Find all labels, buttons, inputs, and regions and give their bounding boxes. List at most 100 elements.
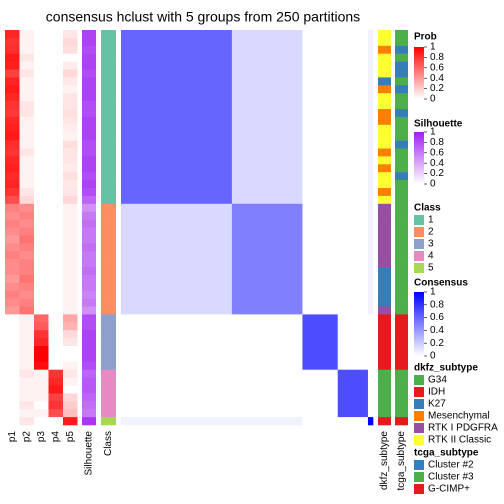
prob-cell — [63, 298, 78, 307]
consensus-block — [121, 30, 233, 205]
prob-cell — [34, 101, 49, 110]
prob-cell — [63, 148, 78, 157]
prob-cell — [5, 140, 20, 149]
class-cell — [101, 346, 116, 355]
prob-cell — [34, 203, 49, 212]
prob-cell — [48, 361, 63, 370]
dkfz-cell — [378, 219, 391, 228]
prob-cell — [48, 45, 63, 54]
prob-cell — [48, 377, 63, 386]
class-cell — [101, 298, 116, 307]
class-cell — [101, 361, 116, 370]
legend-tick-label: 1 — [430, 127, 436, 138]
prob-cell — [63, 314, 78, 323]
tcga-cell — [395, 227, 408, 236]
prob-cell — [34, 306, 49, 315]
prob-cell — [19, 124, 34, 133]
legend-gradient — [414, 132, 424, 184]
silhouette-cell — [82, 290, 96, 299]
prob-cell — [5, 267, 20, 276]
legend-swatch — [414, 215, 424, 225]
prob-cell — [19, 243, 34, 252]
prob-cell — [5, 393, 20, 402]
tcga-cell — [395, 393, 408, 402]
consensus-block — [367, 417, 374, 426]
prob-cell — [34, 235, 49, 244]
consensus-block — [337, 30, 369, 205]
tcga-cell — [395, 298, 408, 307]
dkfz-cell — [378, 132, 391, 141]
class-cell — [101, 353, 116, 363]
class-cell — [101, 69, 116, 78]
prob-cell — [48, 195, 63, 205]
prob-cell — [19, 298, 34, 307]
legend-label: K27 — [428, 399, 446, 410]
prob-cell — [34, 180, 49, 189]
prob-cell — [34, 227, 49, 236]
consensus-block — [367, 203, 374, 315]
prob-cell — [63, 227, 78, 236]
class-cell — [101, 148, 116, 157]
dkfz-cell — [378, 101, 391, 110]
tcga-cell — [395, 156, 408, 165]
prob-cell — [48, 274, 63, 284]
legend-title: Class — [414, 203, 441, 214]
silhouette-cell — [82, 322, 96, 331]
dkfz-cell — [378, 346, 391, 355]
prob-cell — [19, 203, 34, 212]
prob-cell — [63, 116, 78, 126]
prob-cell — [34, 148, 49, 157]
class-cell — [101, 369, 116, 378]
legend-label: 2 — [428, 227, 434, 238]
dkfz-cell — [378, 30, 391, 39]
legend-title: tcga_subtype — [414, 448, 479, 459]
legend-tick-label: 0.6 — [430, 62, 444, 73]
prob-cell — [63, 338, 78, 347]
consensus-block — [231, 369, 303, 418]
column-label: p1 — [7, 431, 18, 443]
legend-tick-label: 0.2 — [430, 168, 444, 179]
consensus-block — [121, 417, 233, 426]
class-cell — [101, 53, 116, 62]
silhouette-cell — [82, 306, 96, 315]
prob-cell — [48, 140, 63, 149]
prob-cell — [5, 353, 20, 363]
class-cell — [101, 409, 116, 418]
class-cell — [101, 30, 116, 39]
legend-swatch — [414, 423, 424, 433]
class-cell — [101, 211, 116, 220]
silhouette-cell — [82, 330, 96, 339]
prob-cell — [5, 124, 20, 133]
dkfz-cell — [378, 409, 391, 418]
dkfz-cell — [378, 298, 391, 307]
dkfz-cell — [378, 195, 391, 205]
prob-cell — [34, 132, 49, 141]
legend-tick-label: 0.2 — [430, 83, 444, 94]
tcga-cell — [395, 85, 408, 94]
legend-label: 3 — [428, 239, 434, 250]
prob-cell — [63, 235, 78, 244]
dkfz-cell — [378, 203, 391, 212]
legend-label: 4 — [428, 251, 434, 262]
prob-cell — [48, 219, 63, 228]
prob-cell — [34, 377, 49, 386]
consensus-block — [302, 314, 339, 370]
prob-cell — [34, 267, 49, 276]
legend-title: Consensus — [414, 278, 468, 289]
legend-swatch — [414, 251, 424, 261]
legend-label: 1 — [428, 215, 434, 226]
prob-cell — [48, 164, 63, 173]
consensus-block — [231, 203, 303, 315]
prob-cell — [34, 353, 49, 363]
prob-cell — [34, 361, 49, 370]
class-cell — [101, 235, 116, 244]
tcga-cell — [395, 267, 408, 276]
dkfz-cell — [378, 259, 391, 268]
silhouette-cell — [82, 219, 96, 228]
column-label: p5 — [65, 431, 76, 443]
legend-tick-label: 0.8 — [430, 137, 444, 148]
prob-cell — [63, 282, 78, 291]
silhouette-cell — [82, 353, 96, 363]
legend-label: RTK II Classic — [428, 435, 491, 446]
class-cell — [101, 251, 116, 260]
